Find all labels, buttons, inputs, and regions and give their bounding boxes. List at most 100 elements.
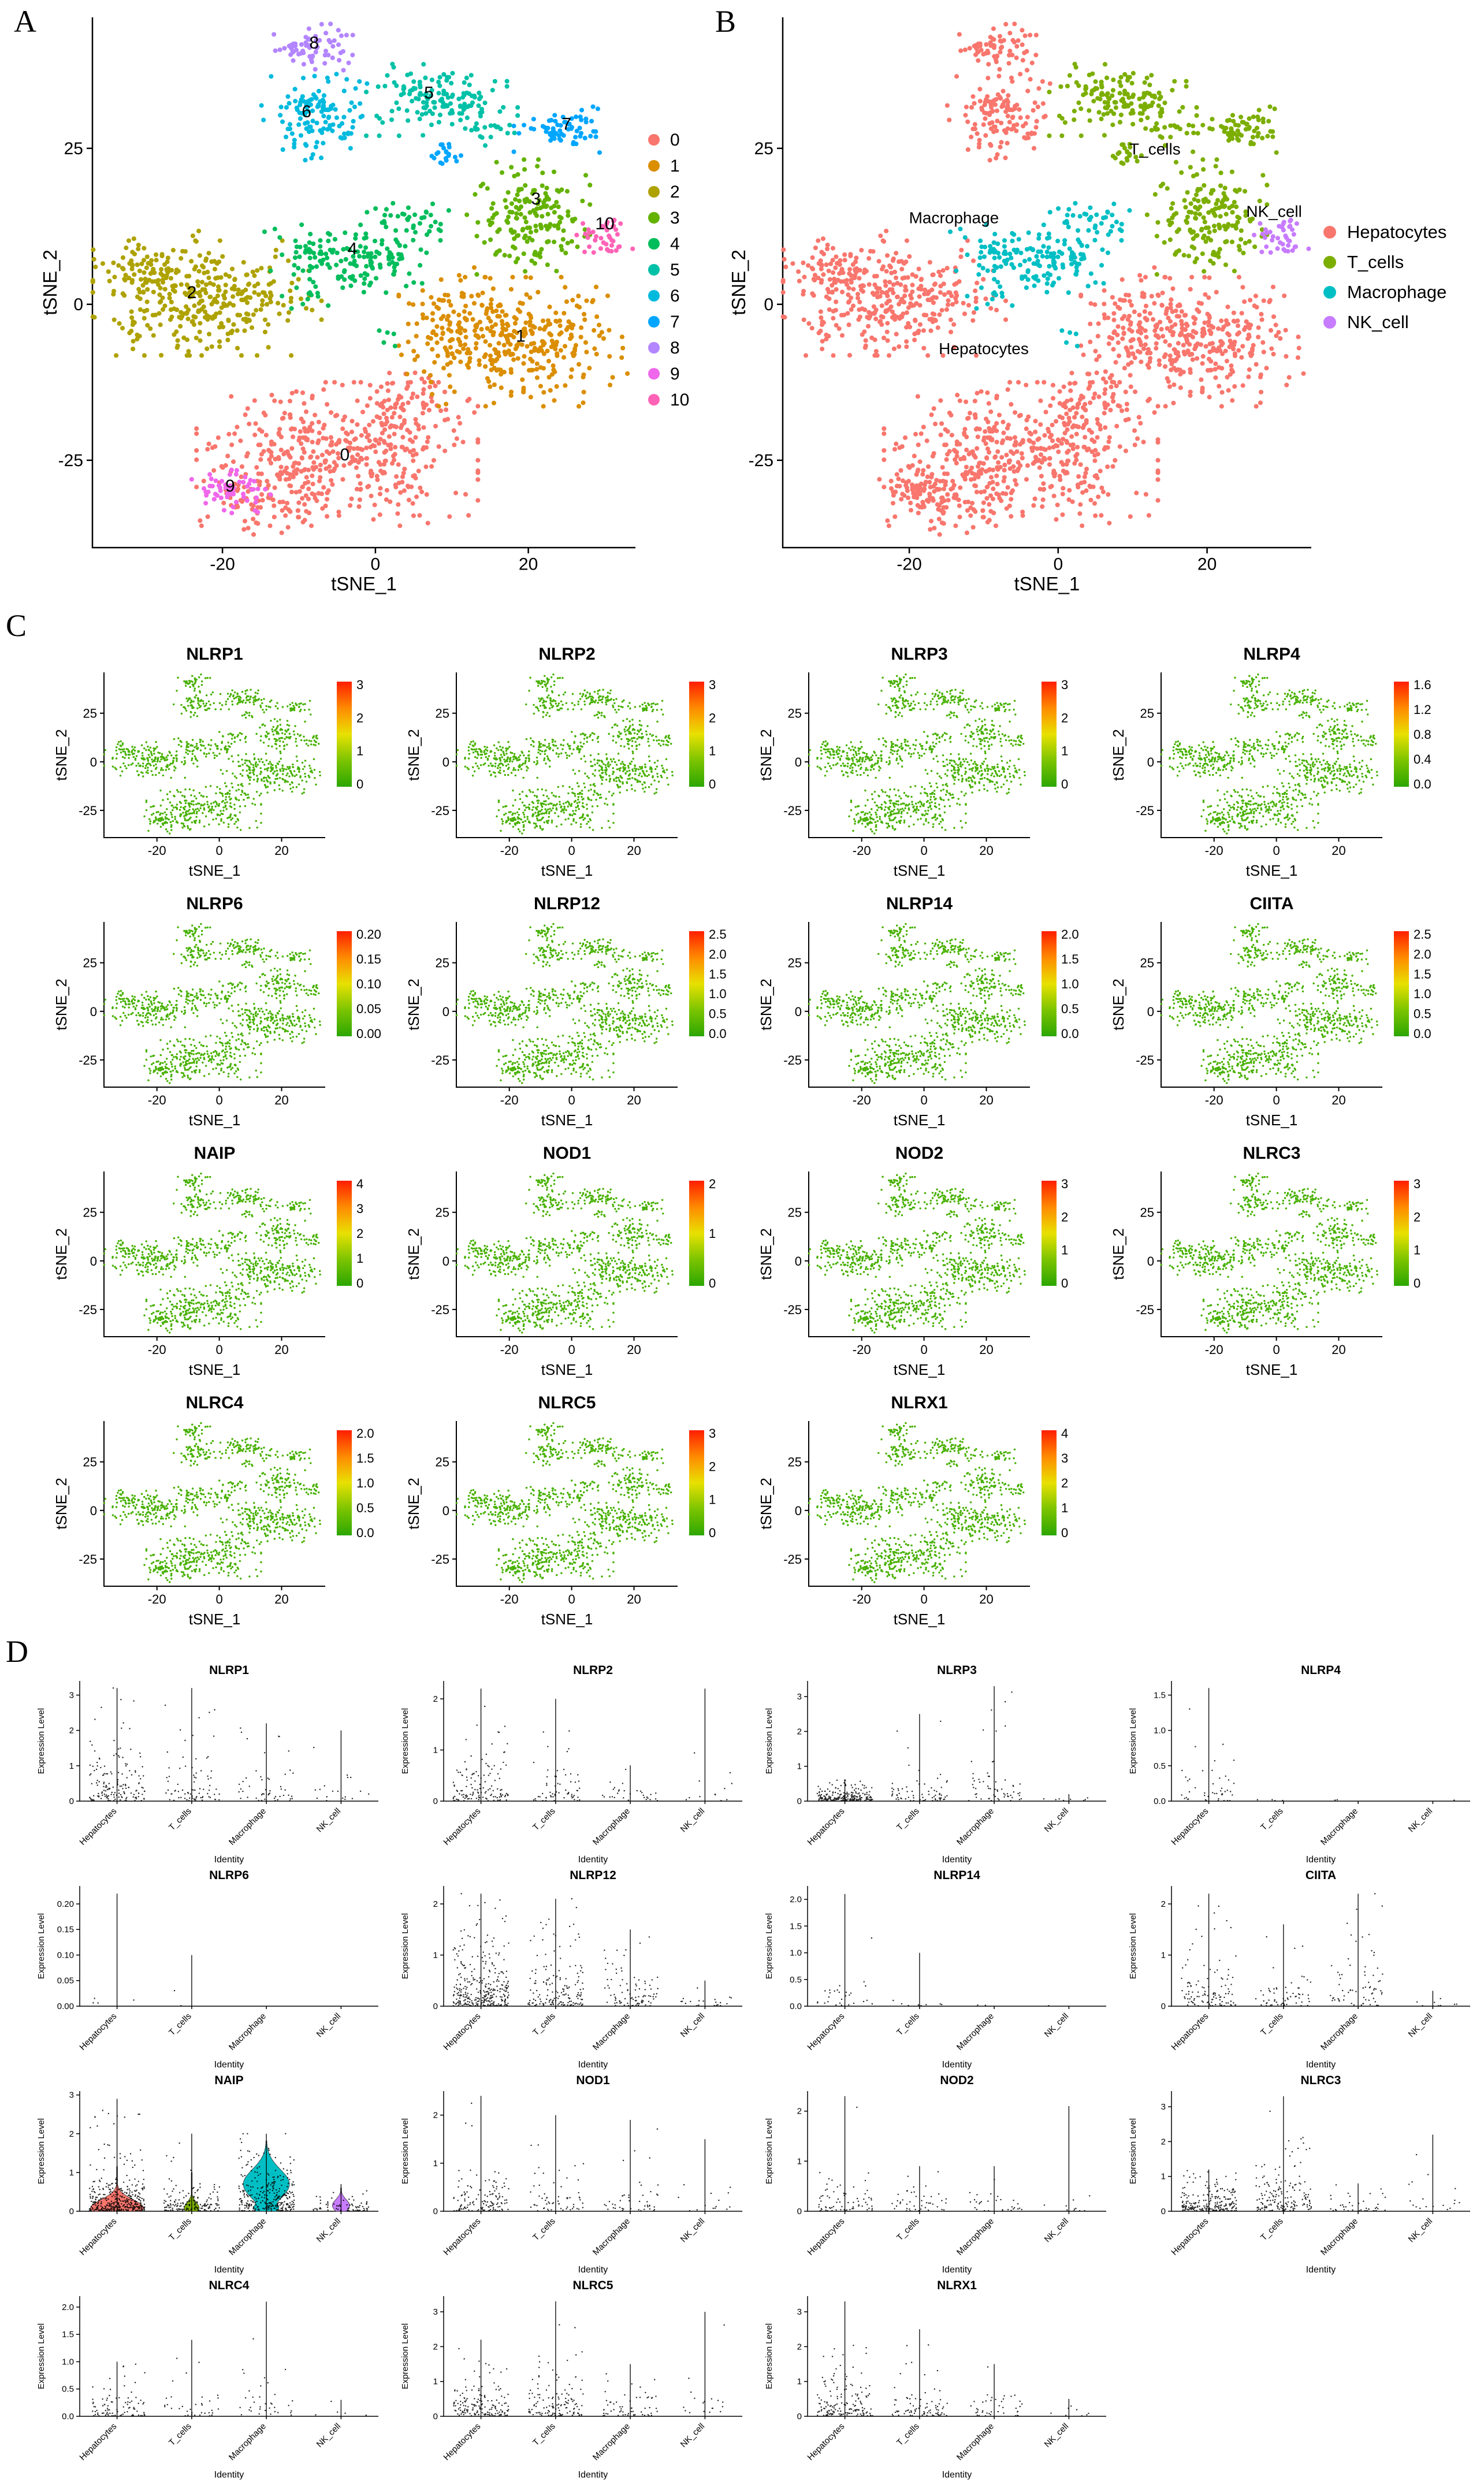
legend-label-NK_cell: NK_cell	[1347, 312, 1409, 332]
annotation-T_cells: T_cells	[1129, 140, 1181, 158]
colorbar-tick-label: 1.5	[1061, 952, 1079, 966]
jitter-points-Hepatocytes	[1180, 2170, 1237, 2212]
jitter-points-Hepatocytes	[1181, 1905, 1237, 2007]
gene-title: NLRP2	[573, 1664, 613, 1677]
legend-label-cluster-5: 5	[670, 261, 680, 280]
y-tick-label: 0	[69, 2207, 74, 2216]
y-tick-label: 0	[795, 1254, 802, 1269]
x-tick-label: -20	[1205, 1093, 1223, 1107]
gene-title: NLRC4	[185, 1393, 243, 1412]
y-tick-label: 0	[1147, 1254, 1154, 1269]
x-axis-title: tSNE_1	[894, 862, 946, 879]
x-tick-label: 0	[920, 843, 927, 858]
y-tick-label: 25	[436, 956, 449, 970]
jitter-points-Macrophage	[239, 2338, 293, 2416]
colorbar-tick-label: 0.5	[1414, 1007, 1431, 1021]
legend-label-cluster-6: 6	[670, 287, 680, 306]
violinplot-NOD2: NOD2 0 1 2 Expression Level Hepatocytes T_cell…	[764, 2074, 1106, 2275]
celltype-NK_cell-points	[1252, 217, 1311, 255]
jitter-points-NK_cell	[1043, 1797, 1088, 1802]
x-tick-label: 20	[274, 1592, 288, 1606]
violinplot-NLRP1: NLRP1 0 1 2 3 Expression Level Hepatocytes T_ce…	[36, 1664, 378, 1865]
violinplot-NLRP2: NLRP2 0 1 2 Expression Level Hepatocytes T_cel…	[400, 1664, 742, 1865]
colorbar-tick-label: 1	[1061, 744, 1068, 758]
y-tick-label: 25	[788, 706, 802, 721]
axis-lines	[91, 17, 635, 549]
legend-swatch-cluster-9	[648, 368, 660, 380]
cluster-label-9: 9	[225, 477, 235, 496]
gene-title: NLRC5	[538, 1393, 596, 1412]
y-axis-title: Expression Level	[1128, 1708, 1138, 1774]
x-tick-label: -20	[500, 1093, 519, 1107]
axis-lines	[782, 17, 1311, 549]
y-axis-title: tSNE_2	[1110, 979, 1127, 1031]
legend-label-cluster-3: 3	[670, 209, 680, 228]
featureplot-NLRC4: NLRC4 -20 0 20 -25 0 25 tSNE_1 tSNE_2 2.0 1.5 1.0 0.…	[53, 1393, 374, 1628]
y-axis-title: Expression Level	[36, 1913, 46, 1979]
featureplot-NLRP14: NLRP14 -20 0 20 -25 0 25 tSNE_1 tSNE_2 2.0 1.5 1.0 0…	[757, 894, 1079, 1129]
y-tick-label: 1	[1161, 1950, 1166, 1960]
y-tick-label: 0	[795, 755, 802, 769]
y-tick-label: 2	[433, 1899, 438, 1909]
jitter-points-Hepatocytes	[452, 1893, 509, 2007]
jitter-points-T_cells	[163, 2142, 221, 2212]
y-tick-label: 0	[795, 1005, 802, 1019]
colorbar-tick-label: 4	[356, 1177, 363, 1191]
jitter-points-Macrophage	[1330, 1893, 1383, 2006]
colorbar-tick-label: 2.0	[1061, 927, 1079, 942]
x-axis-title: Identity	[1306, 2265, 1336, 2275]
x-tick-label: 0	[568, 843, 575, 858]
x-axis-title: Identity	[214, 1855, 244, 1865]
colorbar-tick-label: 2	[356, 1226, 363, 1241]
jitter-points-Macrophage	[602, 1769, 659, 1802]
x-tick-label: -20	[148, 843, 166, 858]
cluster-2-points	[90, 228, 324, 358]
expression-points	[1160, 923, 1378, 1084]
featureplot-NOD2: NOD2 -20 0 20 -25 0 25 tSNE_1 tSNE_2 3 2 1 0	[757, 1144, 1068, 1378]
jitter-points-NK_cell	[313, 1747, 370, 1802]
x-tick-label: 20	[1331, 843, 1345, 858]
featureplot-NLRP12: NLRP12 -20 0 20 -25 0 25 tSNE_1 tSNE_2 2.5 2.0 1.5 1…	[405, 894, 727, 1129]
x-tick-label: 0	[215, 843, 222, 858]
jitter-points-T_cells	[164, 2357, 220, 2417]
y-tick-label: 25	[788, 956, 802, 970]
expression-points	[808, 1172, 1026, 1334]
x-tick-label: 20	[1197, 555, 1217, 574]
x-axis-title: tSNE_1	[894, 1361, 946, 1378]
x-category-label: T_cells	[895, 2216, 921, 2243]
y-tick-label: 0.15	[57, 1925, 74, 1935]
jitter-points-T_cells	[533, 1730, 581, 1802]
x-category-label: Hepatocytes	[1169, 2216, 1210, 2257]
y-tick-label: 1	[69, 1761, 74, 1771]
y-tick-label: 25	[754, 139, 773, 158]
colorbar-tick-label: 0	[1061, 1526, 1068, 1540]
y-tick-label: 1	[433, 2377, 438, 2387]
x-axis-title: Identity	[578, 1855, 608, 1865]
gene-title: NLRP12	[534, 894, 600, 913]
y-axis-title: tSNE_2	[39, 250, 61, 315]
colorbar-tick-label: 0	[709, 1526, 716, 1540]
expression-points	[808, 923, 1026, 1084]
y-tick-label: -25	[1136, 804, 1154, 818]
y-tick-label: 0	[795, 1504, 802, 1518]
y-tick-label: -25	[431, 804, 449, 818]
x-category-label: NK_cell	[1043, 2422, 1071, 2450]
y-axis-title: tSNE_2	[1110, 1228, 1127, 1280]
colorbar-tick-label: 2.0	[1414, 947, 1431, 961]
expression-points	[808, 1422, 1026, 1583]
cluster-7-points	[429, 104, 602, 166]
legend-swatch-cluster-1	[648, 160, 660, 172]
expression-colorbar	[337, 931, 352, 1036]
y-tick-label: 0	[433, 2207, 438, 2216]
y-tick-label: 1	[433, 2159, 438, 2168]
x-tick-label: 20	[627, 1093, 641, 1107]
y-tick-label: -25	[431, 1552, 449, 1567]
y-axis-title: tSNE_2	[728, 250, 749, 315]
gene-title: NLRP3	[937, 1664, 977, 1677]
jitter-points-T_cells	[891, 1720, 948, 1802]
gene-title: NLRP2	[538, 645, 595, 664]
x-axis-title: Identity	[942, 1855, 972, 1865]
y-tick-label: 25	[436, 1455, 449, 1470]
y-tick-label: 0	[433, 1796, 438, 1806]
expression-colorbar	[1042, 1181, 1057, 1286]
